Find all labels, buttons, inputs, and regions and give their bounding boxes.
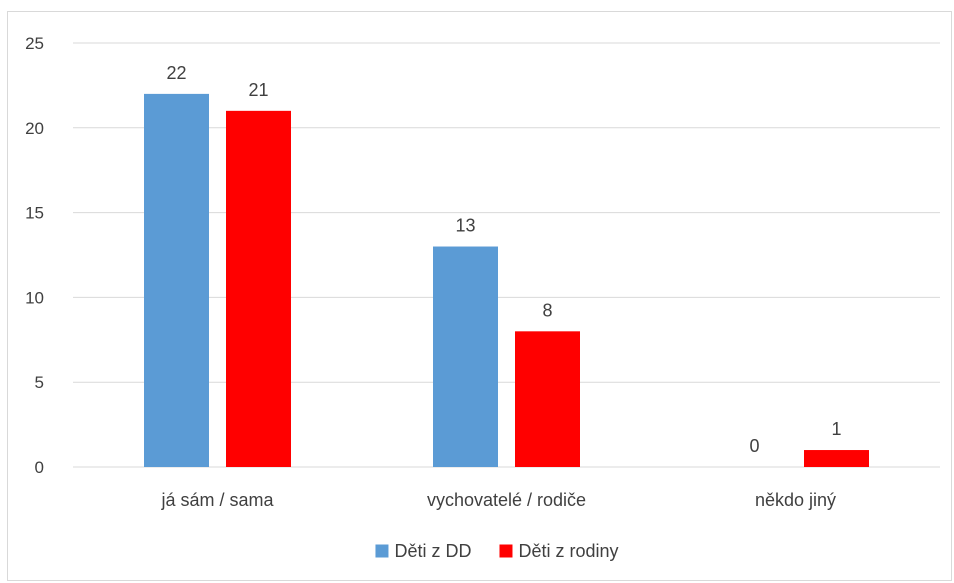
x-category-label: vychovatelé / rodiče [427,490,586,510]
data-labels: 22 21 13 8 0 1 [166,63,841,456]
bar-deti-z-rodiny-2 [804,450,869,467]
data-label: 0 [749,436,759,456]
y-tick-label: 15 [25,204,44,223]
data-label: 1 [831,419,841,439]
x-category-label: já sám / sama [160,490,274,510]
legend-swatch-deti-z-rodiny [499,544,513,558]
x-axis-categories: já sám / sama vychovatelé / rodiče někdo j… [160,490,836,510]
y-tick-label: 25 [25,34,44,53]
bars [144,93,869,467]
legend-label-deti-z-rodiny: Děti z rodiny [518,541,618,561]
y-tick-label: 5 [35,373,44,392]
legend-label-deti-z-dd: Děti z DD [394,541,471,561]
y-tick-label: 10 [25,288,44,307]
data-label: 8 [542,300,552,320]
y-tick-label: 0 [35,458,44,477]
y-axis-ticks: 0 5 10 15 20 25 [25,34,44,477]
y-tick-label: 20 [25,119,44,138]
x-category-label: někdo jiný [755,490,836,510]
data-label: 22 [166,63,186,83]
legend: Děti z DD Děti z rodiny [375,541,619,561]
gridlines [73,42,940,468]
bar-deti-z-dd-1 [433,246,498,467]
bar-deti-z-rodiny-1 [515,331,580,467]
legend-swatch-deti-z-dd [375,544,389,558]
bar-deti-z-rodiny-0 [226,110,291,467]
data-label: 21 [248,80,268,100]
bar-deti-z-dd-0 [144,93,209,467]
data-label: 13 [455,216,475,236]
